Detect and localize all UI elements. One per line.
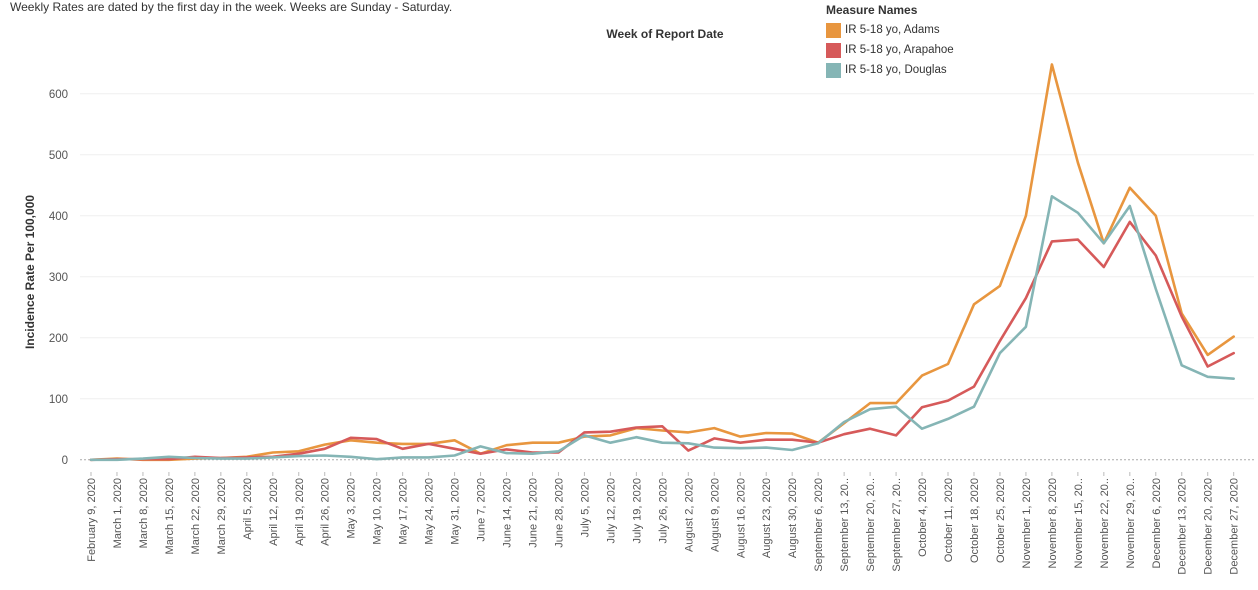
y-tick-label: 300 [49, 272, 68, 284]
legend-item-arapahoe[interactable]: IR 5-18 yo, Arapahoe [826, 40, 954, 60]
x-tick-label: June 28, 2020 [553, 478, 565, 548]
legend-label-douglas: IR 5-18 yo, Douglas [845, 64, 947, 76]
x-tick-label: October 4, 2020 [917, 478, 929, 557]
x-tick-label: April 12, 2020 [268, 478, 280, 546]
y-tick-label: 400 [49, 211, 68, 223]
x-tick-label: October 18, 2020 [969, 478, 981, 563]
x-tick-label: June 21, 2020 [527, 478, 539, 548]
x-tick-label: July 12, 2020 [605, 478, 617, 543]
y-tick-label: 100 [49, 394, 68, 406]
x-tick-label: August 23, 2020 [761, 478, 773, 558]
x-tick-label: May 17, 2020 [398, 478, 410, 545]
x-tick-label: December 27, 2020 [1229, 478, 1241, 575]
x-tick-label: May 3, 2020 [346, 478, 358, 539]
x-tick-label: May 31, 2020 [450, 478, 462, 545]
x-tick-label: May 10, 2020 [372, 478, 384, 545]
x-tick-label: November 1, 2020 [1021, 478, 1033, 569]
x-tick-label: October 11, 2020 [943, 478, 955, 562]
legend-swatch-adams [826, 22, 841, 38]
x-tick-label: March 8, 2020 [138, 478, 150, 548]
x-tick-label: November 8, 2020 [1047, 478, 1059, 569]
series-line-2[interactable] [89, 195, 1235, 462]
x-tick-label: August 2, 2020 [683, 478, 695, 552]
x-tick-label: November 29, 20.. [1125, 478, 1137, 569]
legend-label-arapahoe: IR 5-18 yo, Arapahoe [845, 44, 954, 56]
x-tick-label: August 30, 2020 [787, 478, 799, 558]
y-tick-label: 0 [62, 455, 68, 467]
x-tick-label: September 13, 20.. [839, 478, 851, 572]
x-tick-label: December 20, 2020 [1203, 478, 1215, 575]
legend-title: Measure Names [826, 3, 918, 17]
y-tick-label: 500 [49, 150, 68, 162]
legend-swatch-douglas [826, 62, 841, 78]
x-tick-label: September 6, 2020 [813, 478, 825, 572]
x-tick-label: March 29, 2020 [216, 478, 228, 554]
x-tick-label: March 1, 2020 [112, 478, 124, 548]
x-tick-label: November 15, 20.. [1073, 478, 1085, 569]
x-tick-label: February 9, 2020 [86, 478, 98, 562]
x-tick-label: November 22, 20.. [1099, 478, 1111, 569]
legend-item-adams[interactable]: IR 5-18 yo, Adams [826, 20, 954, 40]
x-tick-label: September 27, 20.. [891, 478, 903, 572]
x-tick-label: August 9, 2020 [709, 478, 721, 552]
legend-label-adams: IR 5-18 yo, Adams [845, 24, 940, 36]
x-tick-label: April 5, 2020 [242, 478, 254, 540]
x-tick-label: December 6, 2020 [1151, 478, 1163, 569]
x-tick-label: October 25, 2020 [995, 478, 1007, 563]
y-tick-label: 200 [49, 333, 68, 345]
x-tick-label: August 16, 2020 [735, 478, 747, 558]
series-lines [89, 63, 1235, 462]
x-axis-ticks: February 9, 2020 March 1, 2020 March 8, 20… [86, 472, 1241, 575]
series-line-0[interactable] [89, 63, 1235, 462]
x-tick-label: June 14, 2020 [502, 478, 514, 548]
x-tick-label: April 26, 2020 [320, 478, 332, 546]
x-tick-label: September 20, 20.. [865, 478, 877, 572]
series-line-1[interactable] [89, 220, 1235, 462]
x-tick-label: July 26, 2020 [657, 478, 669, 543]
gridlines [80, 93, 1254, 461]
legend-swatch-arapahoe [826, 42, 841, 58]
y-axis-title: Incidence Rate Per 100,000 [23, 195, 37, 349]
x-tick-label: March 22, 2020 [190, 478, 202, 554]
x-tick-label: July 5, 2020 [579, 478, 591, 537]
y-tick-label: 600 [49, 89, 68, 101]
chart-note: Weekly Rates are dated by the first day … [10, 0, 453, 14]
y-axis-ticks: 0 100 200 300 400 500 600 [49, 89, 68, 467]
x-tick-label: December 13, 2020 [1177, 478, 1189, 575]
legend-item-douglas[interactable]: IR 5-18 yo, Douglas [826, 60, 954, 80]
x-tick-label: March 15, 2020 [164, 478, 176, 554]
x-axis-title: Week of Report Date [606, 27, 723, 41]
legend: Measure Names IR 5-18 yo, Adams IR 5-18 … [826, 3, 954, 80]
x-tick-label: April 19, 2020 [294, 478, 306, 546]
x-tick-label: July 19, 2020 [631, 478, 643, 543]
x-tick-label: June 7, 2020 [476, 478, 488, 542]
x-tick-label: May 24, 2020 [424, 478, 436, 545]
